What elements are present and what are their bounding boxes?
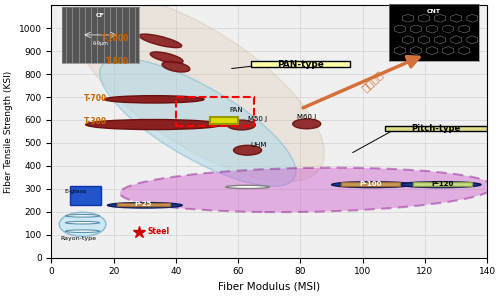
Ellipse shape (71, 0, 324, 182)
Text: P-120: P-120 (431, 181, 454, 187)
Circle shape (104, 96, 204, 103)
Y-axis label: Fiber Tensile Strength (KSI): Fiber Tensile Strength (KSI) (4, 70, 13, 193)
Text: M50 J: M50 J (248, 116, 266, 122)
Text: T-800: T-800 (106, 57, 130, 66)
Text: P-100: P-100 (360, 181, 382, 187)
Ellipse shape (162, 62, 190, 72)
Text: UHM: UHM (250, 142, 267, 148)
FancyBboxPatch shape (412, 182, 472, 186)
FancyBboxPatch shape (117, 202, 170, 206)
Text: T-1000: T-1000 (101, 34, 130, 43)
Circle shape (332, 182, 412, 188)
Text: 発展方向: 発展方向 (360, 69, 384, 94)
FancyBboxPatch shape (341, 182, 400, 186)
Text: M60 J: M60 J (298, 114, 316, 120)
Circle shape (108, 202, 182, 208)
Ellipse shape (234, 145, 262, 155)
Circle shape (66, 230, 100, 232)
Text: Steel: Steel (148, 227, 170, 236)
Text: Rayon-type: Rayon-type (61, 236, 97, 241)
Bar (70, 186, 102, 205)
Text: P-25: P-25 (134, 201, 152, 207)
Ellipse shape (139, 34, 182, 48)
Text: PAN: PAN (229, 107, 242, 113)
Ellipse shape (120, 168, 494, 212)
Bar (176, 97, 254, 126)
Ellipse shape (292, 119, 320, 129)
Circle shape (66, 221, 100, 224)
Text: T-300: T-300 (84, 117, 108, 126)
Ellipse shape (228, 120, 256, 130)
Text: 1-10 nm: 1-10 nm (435, 30, 458, 35)
Circle shape (226, 185, 270, 189)
X-axis label: Fiber Modulus (MSI): Fiber Modulus (MSI) (218, 282, 320, 292)
Circle shape (400, 182, 481, 188)
Ellipse shape (100, 58, 296, 186)
Text: PAN-type: PAN-type (277, 59, 324, 68)
Text: T-700: T-700 (84, 94, 108, 103)
FancyBboxPatch shape (384, 126, 488, 131)
Text: Pitch-type: Pitch-type (412, 124, 461, 133)
FancyBboxPatch shape (250, 61, 350, 67)
Text: E-glass: E-glass (64, 189, 86, 194)
Ellipse shape (59, 212, 106, 236)
FancyBboxPatch shape (210, 117, 238, 124)
Circle shape (86, 120, 222, 130)
Circle shape (66, 215, 100, 217)
Ellipse shape (150, 52, 183, 63)
